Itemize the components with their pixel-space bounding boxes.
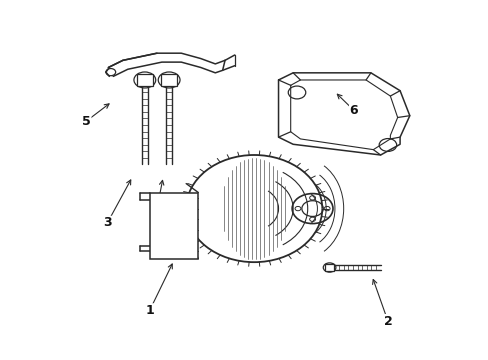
Bar xyxy=(137,74,152,86)
Text: 1: 1 xyxy=(145,304,154,317)
Text: 6: 6 xyxy=(349,104,358,117)
Text: 3: 3 xyxy=(103,216,111,229)
Text: 4: 4 xyxy=(150,215,159,228)
Bar xyxy=(161,74,177,86)
Text: 2: 2 xyxy=(383,315,391,328)
FancyBboxPatch shape xyxy=(149,193,198,258)
Text: 5: 5 xyxy=(82,114,91,127)
Bar xyxy=(324,264,334,271)
